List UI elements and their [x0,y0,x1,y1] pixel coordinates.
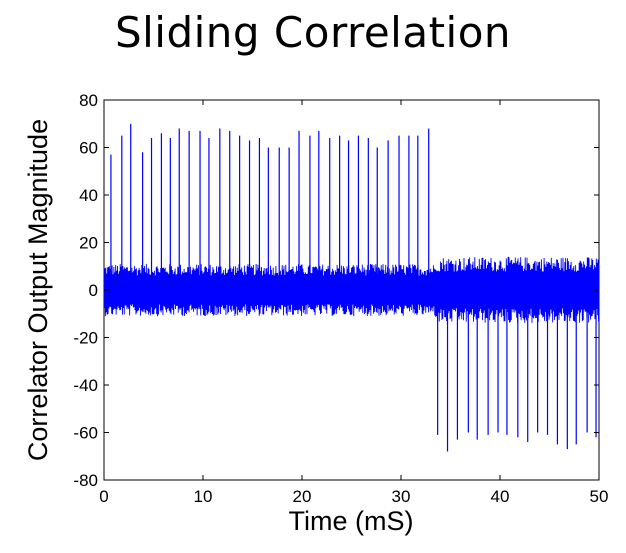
chart-title: Sliding Correlation [114,8,512,57]
x-tick-label: 40 [491,487,510,506]
noise-trace [103,256,600,323]
y-tick-label: 0 [89,281,98,300]
y-tick-label: 80 [79,91,98,110]
y-axis-label: Correlator Output Magnitude [23,119,53,461]
y-tick-label: -80 [73,471,98,490]
x-tick-label: 0 [99,487,108,506]
x-axis-label: Time (mS) [289,506,414,536]
x-tick-label: 30 [392,487,411,506]
y-tick-label: -40 [73,376,98,395]
x-tick-label: 10 [194,487,213,506]
noise-series [103,256,600,323]
y-tick-label: -20 [73,329,98,348]
y-tick-label: 40 [79,186,98,205]
y-tick-label: -60 [73,424,98,443]
x-tick-label: 50 [590,487,609,506]
x-tick-label: 20 [293,487,312,506]
y-tick-label: 60 [79,139,98,158]
peak-series [110,123,597,452]
y-tick-label: 20 [79,234,98,253]
axis-ticks: 0 10 20 30 40 50 80 60 40 20 0 -20 -40 -60 -80 [73,91,608,506]
